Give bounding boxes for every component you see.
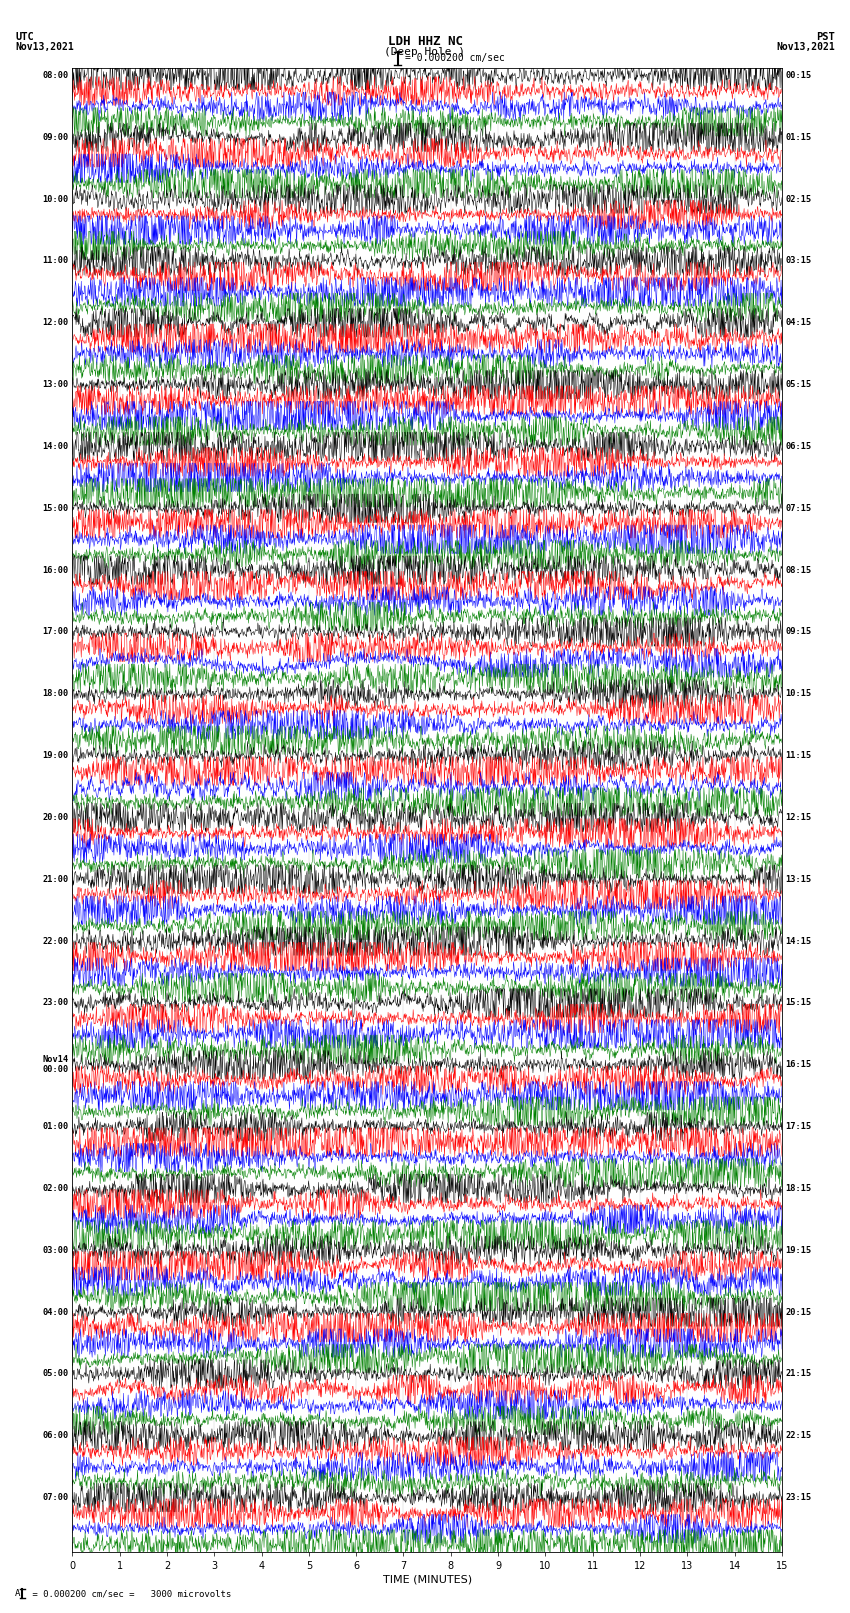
Text: 10:15: 10:15	[785, 689, 812, 698]
Text: 09:15: 09:15	[785, 627, 812, 637]
Text: 12:15: 12:15	[785, 813, 812, 823]
Text: Nov13,2021: Nov13,2021	[776, 42, 835, 52]
Text: 03:15: 03:15	[785, 256, 812, 266]
Text: 03:00: 03:00	[42, 1245, 69, 1255]
Text: 07:15: 07:15	[785, 503, 812, 513]
Text: 22:15: 22:15	[785, 1431, 812, 1440]
Text: 22:00: 22:00	[42, 937, 69, 945]
Text: 23:00: 23:00	[42, 998, 69, 1008]
Text: 21:00: 21:00	[42, 874, 69, 884]
Text: 14:00: 14:00	[42, 442, 69, 452]
Text: 04:00: 04:00	[42, 1308, 69, 1316]
Text: 18:00: 18:00	[42, 689, 69, 698]
Text: (Deep Hole ): (Deep Hole )	[384, 47, 466, 56]
Text: 17:00: 17:00	[42, 627, 69, 637]
Text: = 0.000200 cm/sec =   3000 microvolts: = 0.000200 cm/sec = 3000 microvolts	[27, 1589, 231, 1598]
Text: 13:00: 13:00	[42, 381, 69, 389]
Text: Nov14
00:00: Nov14 00:00	[42, 1055, 69, 1074]
Text: 05:00: 05:00	[42, 1369, 69, 1379]
Text: LDH HHZ NC: LDH HHZ NC	[388, 35, 462, 48]
Text: 15:00: 15:00	[42, 503, 69, 513]
Text: 17:15: 17:15	[785, 1123, 812, 1131]
Text: 16:15: 16:15	[785, 1060, 812, 1069]
Text: PST: PST	[816, 32, 835, 42]
X-axis label: TIME (MINUTES): TIME (MINUTES)	[382, 1574, 472, 1586]
Text: 11:00: 11:00	[42, 256, 69, 266]
Text: = 0.000200 cm/sec: = 0.000200 cm/sec	[405, 53, 505, 63]
Text: 11:15: 11:15	[785, 752, 812, 760]
Text: 06:00: 06:00	[42, 1431, 69, 1440]
Text: 16:00: 16:00	[42, 566, 69, 574]
Text: 19:15: 19:15	[785, 1245, 812, 1255]
Text: 01:00: 01:00	[42, 1123, 69, 1131]
Text: 08:00: 08:00	[42, 71, 69, 81]
Text: 02:15: 02:15	[785, 195, 812, 203]
Text: 05:15: 05:15	[785, 381, 812, 389]
Text: 18:15: 18:15	[785, 1184, 812, 1194]
Text: 21:15: 21:15	[785, 1369, 812, 1379]
Text: 09:00: 09:00	[42, 132, 69, 142]
Text: 20:00: 20:00	[42, 813, 69, 823]
Text: A: A	[15, 1589, 20, 1598]
Text: 00:15: 00:15	[785, 71, 812, 81]
Text: 10:00: 10:00	[42, 195, 69, 203]
Text: UTC: UTC	[15, 32, 34, 42]
Text: 20:15: 20:15	[785, 1308, 812, 1316]
Text: 15:15: 15:15	[785, 998, 812, 1008]
Text: Nov13,2021: Nov13,2021	[15, 42, 74, 52]
Text: 04:15: 04:15	[785, 318, 812, 327]
Text: 12:00: 12:00	[42, 318, 69, 327]
Text: 19:00: 19:00	[42, 752, 69, 760]
Text: 07:00: 07:00	[42, 1494, 69, 1502]
Text: 13:15: 13:15	[785, 874, 812, 884]
Text: 06:15: 06:15	[785, 442, 812, 452]
Text: 08:15: 08:15	[785, 566, 812, 574]
Text: 23:15: 23:15	[785, 1494, 812, 1502]
Text: 02:00: 02:00	[42, 1184, 69, 1194]
Text: 01:15: 01:15	[785, 132, 812, 142]
Text: 14:15: 14:15	[785, 937, 812, 945]
